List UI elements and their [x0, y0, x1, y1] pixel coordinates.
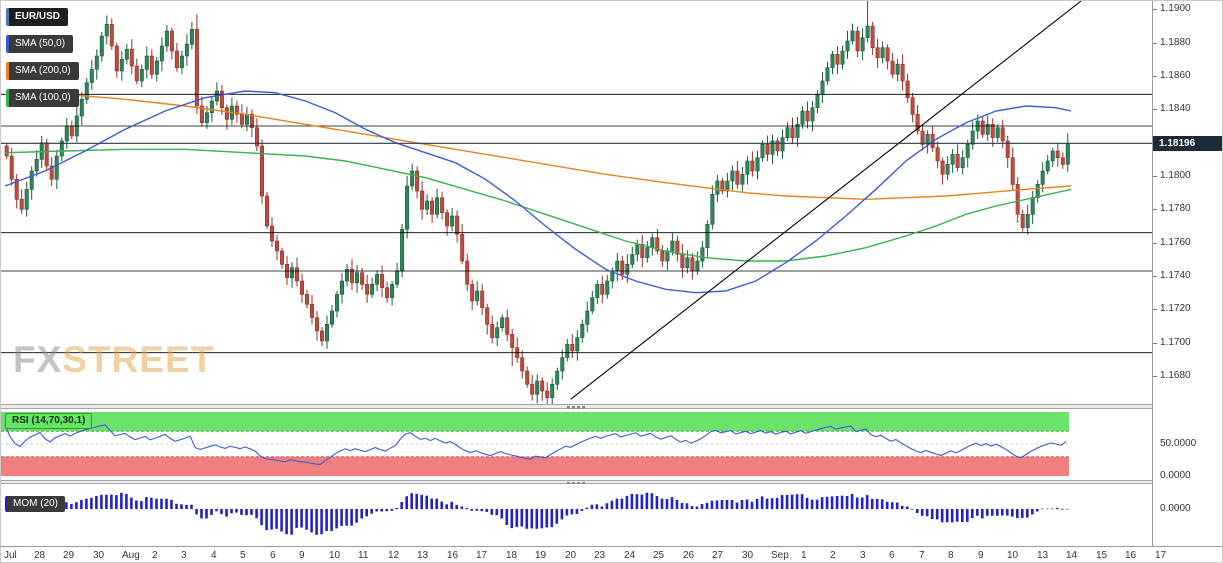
time-axis-label: 30	[742, 550, 754, 561]
price-axis-tick	[1153, 309, 1157, 310]
time-axis-label: 30	[93, 550, 105, 561]
time-axis-label: 11	[358, 550, 369, 561]
price-axis-label: 1.1720	[1160, 303, 1191, 314]
price-axis-label: 1.1780	[1160, 203, 1191, 214]
time-axis-label: 2	[152, 550, 158, 561]
current-price-badge: 1.18196	[1153, 136, 1222, 151]
price-axis-label: 1.1700	[1160, 337, 1191, 348]
price-chart-canvas[interactable]	[1, 1, 1152, 404]
price-axis-tick	[1153, 9, 1157, 10]
sma50-legend-badge: SMA (50,0)	[6, 35, 74, 53]
price-axis-tick	[1153, 109, 1157, 110]
sma200-legend-badge: SMA (200,0)	[6, 62, 79, 80]
price-axis-label: 1.1860	[1160, 70, 1191, 81]
sma-200-line[interactable]	[5, 93, 1072, 201]
time-axis-label: Sep	[771, 550, 789, 561]
time-axis-label: 24	[624, 550, 636, 561]
price-axis-tick	[1153, 243, 1157, 244]
rsi-axis-label: 0.0000	[1160, 470, 1191, 481]
time-axis-label: 7	[919, 550, 925, 561]
time-axis-label: 1	[801, 550, 807, 561]
price-axis-label: 1.1880	[1160, 37, 1191, 48]
time-axis-label: 29	[63, 550, 75, 561]
price-axis-tick	[1153, 343, 1157, 344]
rsi-indicator-canvas[interactable]	[1, 409, 1152, 480]
sma-100-line[interactable]	[4, 148, 1072, 262]
time-axis-label: 6	[889, 550, 895, 561]
price-axis-label: 1.1840	[1160, 103, 1191, 114]
momentum-bars	[5, 492, 1069, 535]
sma100-legend-badge: SMA (100,0)	[6, 89, 79, 107]
time-axis-label: Jul	[4, 550, 17, 561]
time-axis[interactable]: Jul 28 29 30 Aug 2 3 4 5 6 9 10 11 12 13 16 17 18 19 20 23 24…	[1, 546, 1222, 562]
price-axis-tick	[1153, 376, 1157, 377]
fxstreet-watermark: FXSTREET	[13, 339, 214, 381]
price-axis-tick	[1153, 76, 1157, 77]
time-axis-label: 18	[506, 550, 518, 561]
time-axis-label: 15	[1096, 550, 1108, 561]
time-axis-label: 13	[417, 550, 429, 561]
time-axis-label: 5	[240, 550, 246, 561]
time-axis-label: 10	[1007, 550, 1019, 561]
momentum-indicator-canvas[interactable]	[1, 484, 1152, 546]
price-axis-label: 1.1740	[1160, 270, 1191, 281]
price-axis-label: 1.1900	[1160, 3, 1191, 14]
pane-splitter[interactable]	[1, 404, 1152, 409]
price-axis-tick	[1153, 209, 1157, 210]
time-axis-label: 9	[978, 550, 984, 561]
pane-splitter[interactable]	[1, 480, 1152, 485]
price-axis-label: 1.1760	[1160, 237, 1191, 248]
price-pane[interactable]: FXSTREET EUR/USD SMA (50,0) SMA (200,0) …	[1, 1, 1152, 404]
time-axis-label: 16	[1125, 550, 1137, 561]
time-axis-label: 6	[270, 550, 276, 561]
symbol-badge: EUR/USD	[6, 8, 69, 26]
time-axis-label: 27	[712, 550, 724, 561]
momentum-label-badge: MOM (20)	[5, 496, 65, 512]
time-axis-label: 9	[299, 550, 305, 561]
time-axis-label: 2	[830, 550, 836, 561]
time-axis-label: 12	[388, 550, 400, 561]
time-axis-label: 16	[447, 550, 459, 561]
watermark-street-text: STREET	[62, 339, 215, 380]
splitter-handle[interactable]	[567, 482, 585, 485]
time-axis-label: 20	[565, 550, 577, 561]
price-axis-tick	[1153, 176, 1157, 177]
splitter-handle[interactable]	[567, 406, 585, 409]
rsi-pane[interactable]: RSI (14,70,30,1)	[1, 409, 1152, 480]
rsi-axis-label: 50.0000	[1160, 438, 1197, 449]
time-axis-label: 10	[329, 550, 341, 561]
price-axis-tick	[1153, 43, 1157, 44]
time-axis-label: 23	[594, 550, 606, 561]
momentum-pane[interactable]: MOM (20)	[1, 484, 1152, 546]
price-axis-label: 1.1680	[1160, 370, 1191, 381]
time-axis-label: Aug	[122, 550, 140, 561]
rsi-overbought-band	[1, 412, 1069, 432]
time-axis-label: 3	[860, 550, 866, 561]
price-axis-tick	[1153, 276, 1157, 277]
ascending-trendline[interactable]	[570, 1, 1082, 400]
rsi-line	[4, 424, 1067, 465]
sma-50-line[interactable]	[4, 90, 1072, 294]
price-axis-label: 1.1800	[1160, 170, 1191, 181]
watermark-fx-text: FX	[13, 339, 63, 380]
time-axis-label: 13	[1037, 550, 1049, 561]
candles-group	[4, 1, 1070, 404]
rsi-oversold-band	[1, 456, 1069, 476]
time-axis-label: 14	[1066, 550, 1078, 561]
momentum-axis-label: 0.0000	[1160, 503, 1191, 514]
time-axis-label: 28	[34, 550, 46, 561]
support-resistance-lines[interactable]	[1, 93, 1152, 354]
time-axis-label: 3	[181, 550, 187, 561]
time-axis-label: 17	[1155, 550, 1167, 561]
time-axis-label: 25	[653, 550, 665, 561]
price-axis[interactable]: 1.18196 1.1900 1.1880 1.1860 1.1840 1.1800 1.…	[1152, 1, 1222, 546]
rsi-label-badge: RSI (14,70,30,1)	[5, 413, 93, 429]
time-axis-label: 4	[211, 550, 217, 561]
time-axis-label: 26	[683, 550, 695, 561]
time-axis-label: 17	[476, 550, 488, 561]
time-axis-label: 8	[948, 550, 954, 561]
time-axis-label: 19	[535, 550, 547, 561]
